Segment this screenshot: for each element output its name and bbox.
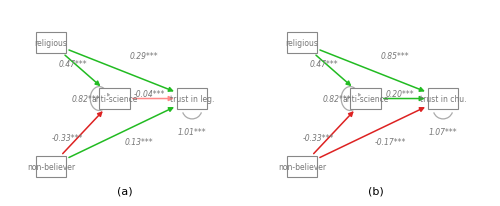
FancyBboxPatch shape — [99, 89, 130, 109]
Text: 1.07***: 1.07*** — [428, 127, 458, 136]
Text: trust in chu.: trust in chu. — [420, 95, 467, 104]
Text: -0.17***: -0.17*** — [374, 137, 406, 146]
FancyBboxPatch shape — [350, 89, 381, 109]
Text: non-believer: non-believer — [27, 162, 75, 171]
Text: anti-science: anti-science — [342, 95, 388, 104]
FancyBboxPatch shape — [428, 89, 458, 109]
Text: 0.47***: 0.47*** — [310, 60, 338, 69]
Text: 0.47***: 0.47*** — [58, 60, 87, 69]
FancyBboxPatch shape — [176, 89, 208, 109]
Text: 0.85***: 0.85*** — [381, 52, 410, 61]
Text: non-believer: non-believer — [278, 162, 326, 171]
Text: 0.82***: 0.82*** — [72, 95, 100, 104]
Text: 0.29***: 0.29*** — [130, 52, 158, 61]
Text: religious: religious — [286, 39, 318, 48]
Text: 1.01***: 1.01*** — [178, 127, 206, 136]
Text: 0.20***: 0.20*** — [386, 90, 414, 99]
FancyBboxPatch shape — [286, 33, 318, 54]
FancyBboxPatch shape — [36, 156, 66, 177]
Text: 0.13***: 0.13*** — [125, 137, 154, 146]
Text: -0.04***: -0.04*** — [134, 90, 165, 99]
Text: -0.33***: -0.33*** — [302, 133, 334, 142]
Text: anti-science: anti-science — [92, 95, 138, 104]
Text: trust in leg.: trust in leg. — [170, 95, 214, 104]
Text: 0.82***: 0.82*** — [322, 95, 351, 104]
Text: -0.33***: -0.33*** — [51, 133, 82, 142]
Text: (b): (b) — [368, 186, 384, 196]
FancyBboxPatch shape — [286, 156, 318, 177]
Text: religious: religious — [34, 39, 68, 48]
FancyBboxPatch shape — [36, 33, 66, 54]
Text: (a): (a) — [116, 186, 132, 196]
